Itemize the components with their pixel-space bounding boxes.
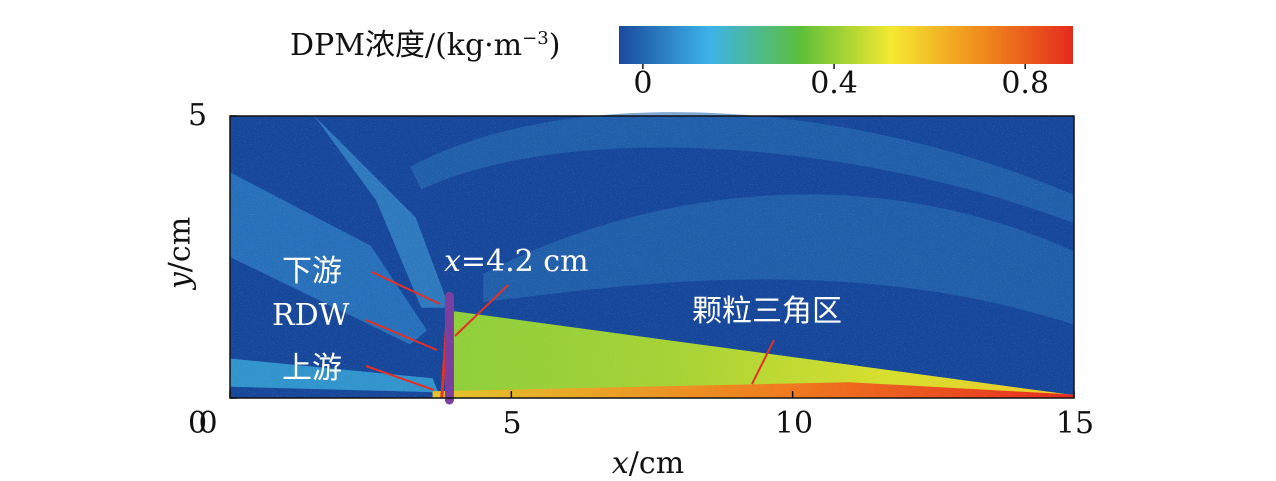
leader-particle-triangle	[751, 339, 775, 385]
colorbar-label: DPM浓度/(kg·m−3)	[290, 20, 560, 64]
annotation-x-value: =4.2 cm	[460, 244, 589, 279]
leader-upstream	[365, 365, 435, 391]
leader-rdw	[365, 319, 438, 351]
y-tick-label: 0	[188, 406, 208, 441]
colorbar-tick-label: 0.8	[1001, 66, 1050, 101]
annotation-x-var: x	[444, 244, 461, 279]
annotation-rdw: RDW	[272, 298, 350, 333]
leader-downstream	[371, 271, 441, 305]
annotation-particle-triangle: 颗粒三角区	[692, 294, 842, 329]
colorbar-label-exponent: −3	[522, 28, 549, 49]
y-axis-label: y/cm	[163, 217, 198, 289]
colorbar-label-close: )	[548, 28, 561, 63]
annotation-downstream: 下游	[282, 254, 342, 289]
annotation-upstream: 上游	[282, 351, 342, 386]
x-tick-label: 0	[198, 406, 218, 441]
y-axis-label-var: y	[162, 272, 198, 290]
x-axis-label-unit: /cm	[628, 446, 685, 481]
colorbar-tick-label: 0.4	[810, 66, 858, 101]
colorbar-label-main: DPM浓度/(kg·m	[290, 28, 523, 63]
x-axis-label-var: x	[611, 446, 629, 481]
x-axis-label: x/cm	[612, 446, 684, 481]
x-tick-label: 5	[502, 406, 522, 441]
y-axis-label-unit: /cm	[162, 216, 198, 273]
x-tick-label: 10	[774, 406, 814, 441]
y-tick-label: 5	[188, 98, 208, 133]
annotation-x-position: x=4.2 cm	[444, 244, 589, 279]
plot-frame	[229, 115, 1075, 399]
colorbar-tick-label: 0	[633, 66, 653, 101]
annotation-leaders	[365, 271, 775, 391]
heatmap-field	[230, 112, 1074, 405]
leader-x-position	[454, 284, 509, 337]
grain-overlay	[230, 116, 1074, 398]
colorbar	[619, 26, 1073, 64]
x-tick-label: 15	[1055, 406, 1095, 441]
